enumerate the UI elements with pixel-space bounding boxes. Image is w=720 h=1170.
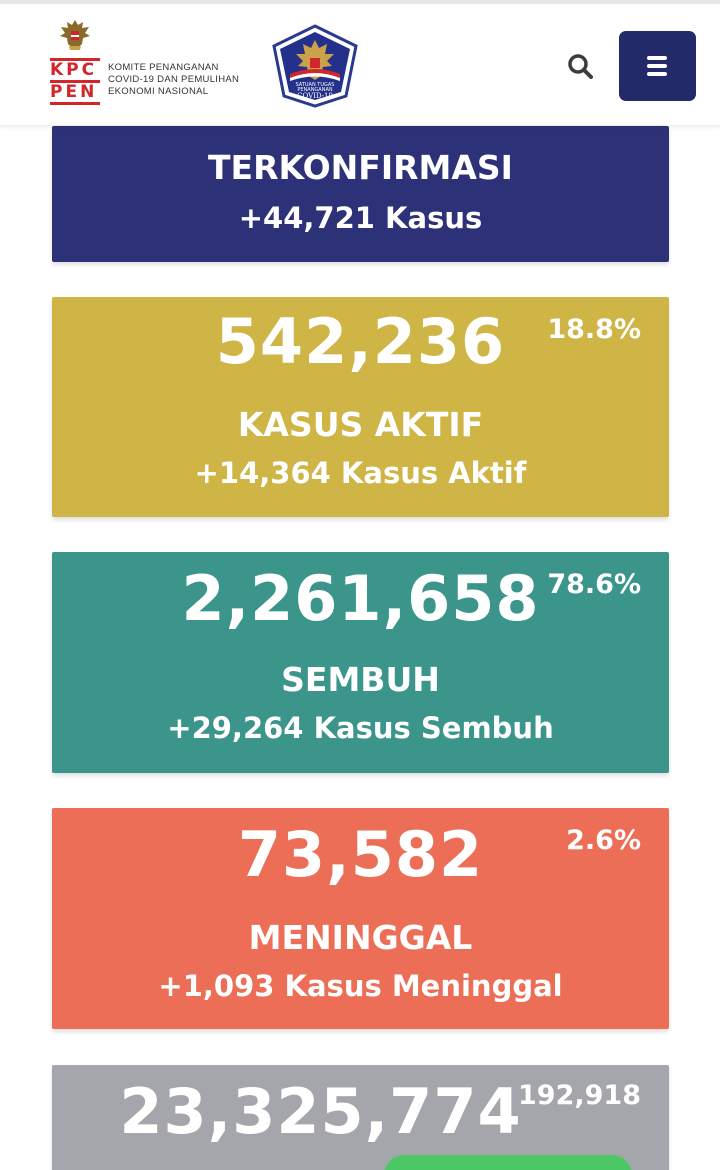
terkonfirmasi-label: TERKONFIRMASI [208,148,513,187]
card-terkonfirmasi: TERKONFIRMASI +44,721 Kasus [52,126,669,262]
aktif-value: 542,236 [215,305,506,378]
logo-org-name: KOMITE PENANGANAN COVID-19 DAN PEMULIHAN… [108,62,258,98]
floating-action-button[interactable] [384,1155,632,1170]
satgas-text-top: SATUAN TUGAS [296,82,335,88]
meninggal-percent: 2.6% [566,825,641,856]
card-meninggal: 73,582 2.6% MENINGGAL +1,093 Kasus Menin… [52,808,669,1029]
logo-text-line3: EKONOMI NASIONAL [108,86,209,97]
meninggal-delta: +1,093 Kasus Meninggal [158,969,563,1003]
meninggal-label: MENINGGAL [248,918,473,957]
sembuh-delta: +29,264 Kasus Sembuh [167,711,554,745]
card-sembuh: 2,261,658 78.6% SEMBUH +29,264 Kasus Sem… [52,552,669,773]
logo-text-line1: KOMITE PENANGANAN [108,62,219,73]
site-header: KPC PEN KOMITE PENANGANAN COVID-19 DAN P… [0,4,720,126]
aktif-percent: 18.8% [547,314,641,345]
aktif-label: KASUS AKTIF [237,405,484,444]
logo-text-line2: COVID-19 DAN PEMULIHAN [108,74,240,85]
card-spesimen: 23,325,774 192,918 [52,1065,669,1170]
kpc-pen-wordmark: KPC PEN [50,58,102,116]
sembuh-label: SEMBUH [281,660,440,699]
spesimen-value: 23,325,774 [119,1075,522,1148]
card-kasus-aktif: 542,236 18.8% KASUS AKTIF +14,364 Kasus … [52,297,669,517]
satgas-text-bottom: COVID-19 [297,92,333,100]
spesimen-delta-partial: 192,918 [518,1080,641,1111]
satgas-text-mid: PENANGANAN [297,87,333,93]
search-button[interactable] [562,48,598,84]
kpc-pen-logo[interactable]: KPC PEN KOMITE PENANGANAN COVID-19 DAN P… [50,16,250,116]
garuda-icon [60,20,90,50]
sembuh-percent: 78.6% [547,569,641,600]
logo-initials-bottom: PEN [50,82,98,102]
sembuh-value: 2,261,658 [181,562,540,635]
terkonfirmasi-delta: +44,721 Kasus [238,201,483,235]
meninggal-value: 73,582 [237,818,484,891]
search-icon [568,54,593,79]
aktif-delta: +14,364 Kasus Aktif [194,456,527,490]
satgas-logo[interactable]: SATUAN TUGAS PENANGANAN COVID-19 [270,24,360,108]
menu-button[interactable] [619,31,696,101]
logo-initials-top: KPC [50,60,98,80]
satgas-shield-icon: SATUAN TUGAS PENANGANAN COVID-19 [272,24,358,108]
top-border [0,0,720,4]
